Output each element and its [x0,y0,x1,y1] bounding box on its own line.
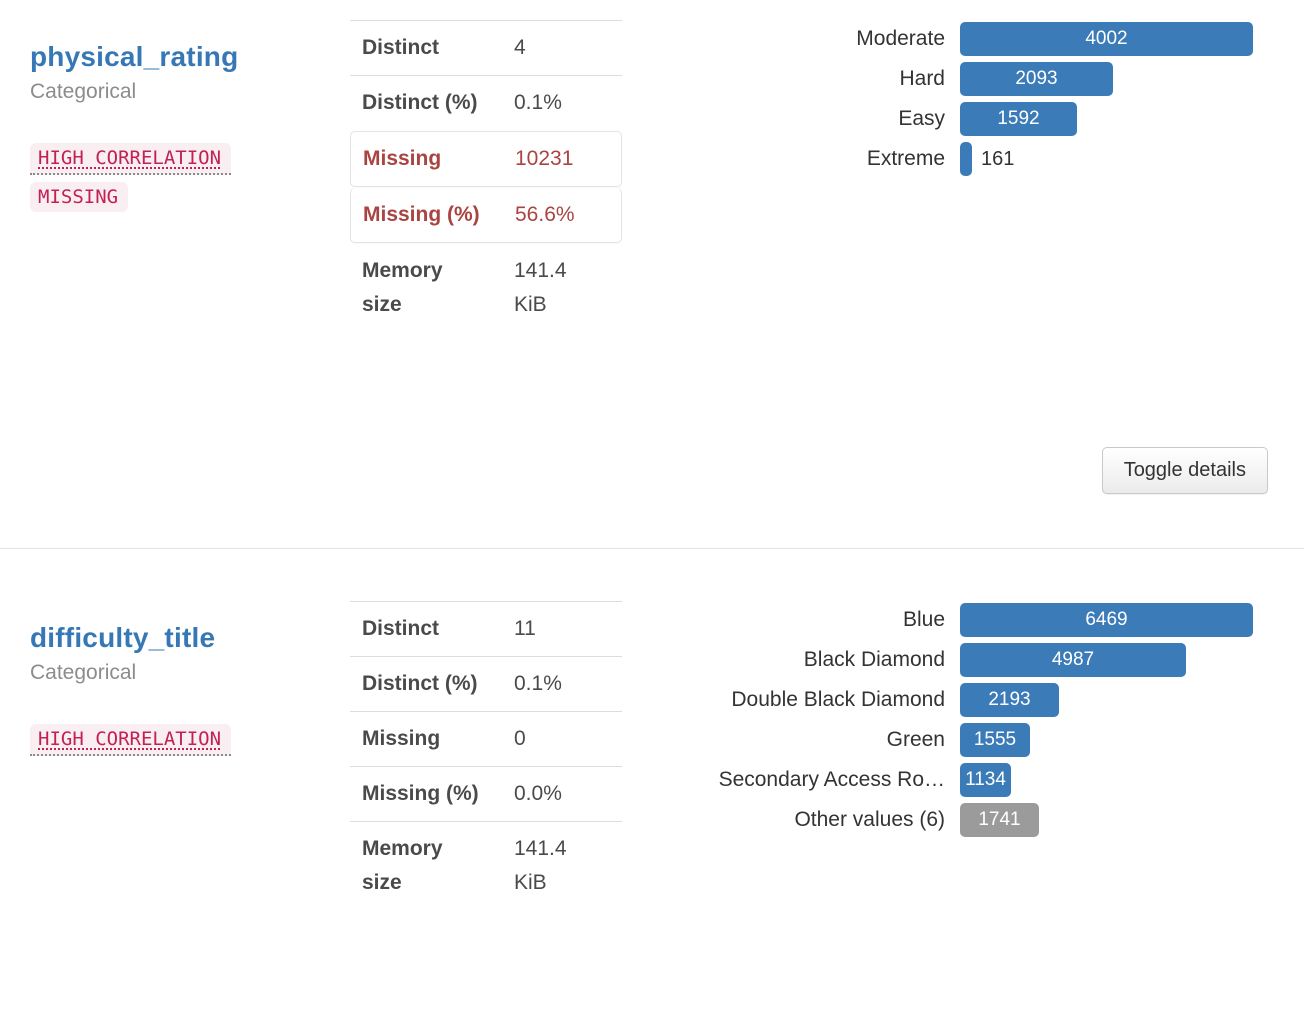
bar-value: 6469 [1085,609,1128,630]
chart-bar-row: Other values (6) 1741 [622,803,1268,837]
alert-badge: MISSING [30,182,129,212]
stat-label: Memory size [362,259,443,316]
category-label: Hard [899,67,945,90]
toggle-details-button[interactable]: Toggle details [1101,447,1268,494]
bar-value: 1134 [965,769,1006,790]
frequency-bar-chart: Moderate 4002 Hard 2093 Easy 1592 Extreme 161 [622,22,1268,182]
stats-table: Distinct 11 Distinct (%) 0.1% Missing 0 Missin… [350,601,622,910]
bar-value: 161 [981,148,1015,170]
stat-row: Missing 10231 [350,131,622,187]
frequency-bar: 4002 [960,22,1253,56]
frequency-bar: 1592 [960,102,1077,136]
category-label: Other values (6) [794,808,945,831]
bar-value: 2093 [1015,68,1058,89]
bar-zone: 6469 [960,603,1253,637]
chart-bar-row: Blue 6469 [622,603,1268,637]
bar-value: 1592 [997,108,1040,129]
category-label: Double Black Diamond [731,688,945,711]
stat-label: Missing [362,727,441,750]
alert-badges: HIGH CORRELATION MISSING [30,143,335,212]
bar-zone: 4987 [960,643,1253,677]
category-label: Easy [898,107,945,130]
variable-info-column: physical_rating Categorical HIGH CORRELA… [30,40,335,219]
stat-value: 4 [514,36,526,59]
bar-zone: 1741 [960,803,1253,837]
bar-zone: 4002 [960,22,1253,56]
frequency-bar: 4987 [960,643,1186,677]
stat-row: Distinct (%) 0.1% [350,75,622,130]
stat-value: 0.0% [514,782,562,805]
frequency-bar [960,142,972,176]
variable-name-link[interactable]: difficulty_title [30,622,216,653]
stat-row: Distinct (%) 0.1% [350,656,622,711]
variable-info-column: difficulty_title Categorical HIGH CORREL… [30,621,335,763]
bar-value: 1555 [973,729,1017,750]
stat-value: 10231 [515,147,574,170]
stat-label: Missing [363,147,442,170]
frequency-bar: 1555 [960,723,1030,757]
bar-zone: 2193 [960,683,1253,717]
stat-value: 0.1% [514,672,562,695]
frequency-bar: 2093 [960,62,1113,96]
stat-label: Missing (%) [363,203,480,226]
bar-zone: 1555 [960,723,1253,757]
category-label: Black Diamond [803,648,945,671]
chart-bar-row: Double Black Diamond 2193 [622,683,1268,717]
stat-label: Missing (%) [362,782,479,805]
stat-label: Memory size [362,837,443,894]
stat-value: 0.1% [514,91,562,114]
stat-value: 0 [514,727,526,750]
category-label: Secondary Access Ro… [718,768,945,791]
frequency-bar: 2193 [960,683,1059,717]
stat-row: Missing 0 [350,711,622,766]
stat-row: Distinct 11 [350,601,622,656]
bar-value: 4987 [1051,649,1095,670]
stat-row: Memory size 141.4 KiB [350,244,622,332]
stat-value: 11 [514,617,536,640]
stat-value: 141.4 KiB [514,259,567,316]
stat-row: Memory size 141.4 KiB [350,821,622,910]
variable-type-label: Categorical [30,661,137,684]
alert-badges: HIGH CORRELATION [30,724,335,756]
stats-table: Distinct 4 Distinct (%) 0.1% Missing 10231 Mis… [350,20,622,332]
bar-value: 2193 [988,689,1031,710]
chart-bar-row: Moderate 4002 [622,22,1268,56]
frequency-bar: 6469 [960,603,1253,637]
frequency-bar: 1134 [960,763,1011,797]
stat-value: 141.4 KiB [514,837,567,894]
frequency-bar-chart: Blue 6469 Black Diamond 4987 Double Black Di… [622,603,1268,843]
bar-zone: 161 [960,142,1253,176]
alert-badge[interactable]: HIGH CORRELATION [30,724,232,756]
chart-bar-row: Secondary Access Ro… 1134 [622,763,1268,797]
bar-zone: 1134 [960,763,1253,797]
stat-value: 56.6% [515,203,575,226]
alert-badge[interactable]: HIGH CORRELATION [30,143,232,175]
variable-section: difficulty_title Categorical HIGH CORREL… [0,548,1304,1022]
bar-value: 1741 [978,809,1021,830]
chart-bar-row: Extreme 161 [622,142,1268,176]
stat-label: Distinct (%) [362,91,478,114]
stat-row: Missing (%) 56.6% [350,188,622,243]
category-label: Blue [902,608,945,631]
chart-bar-row: Easy 1592 [622,102,1268,136]
chart-bar-row: Hard 2093 [622,62,1268,96]
frequency-bar: 1741 [960,803,1039,837]
bar-zone: 2093 [960,62,1253,96]
variable-type-label: Categorical [30,80,137,103]
bar-zone: 1592 [960,102,1253,136]
stat-label: Distinct [362,36,440,59]
stat-row: Missing (%) 0.0% [350,766,622,821]
category-label: Moderate [856,27,945,50]
variable-section: physical_rating Categorical HIGH CORRELA… [30,20,1268,494]
stat-label: Distinct (%) [362,672,478,695]
variable-name-link[interactable]: physical_rating [30,41,239,72]
stat-label: Distinct [362,617,440,640]
chart-bar-row: Green 1555 [622,723,1268,757]
chart-bar-row: Black Diamond 4987 [622,643,1268,677]
stat-row: Distinct 4 [350,20,622,75]
bar-value: 4002 [1085,28,1128,49]
category-label: Green [886,728,945,751]
category-label: Extreme [866,147,945,170]
